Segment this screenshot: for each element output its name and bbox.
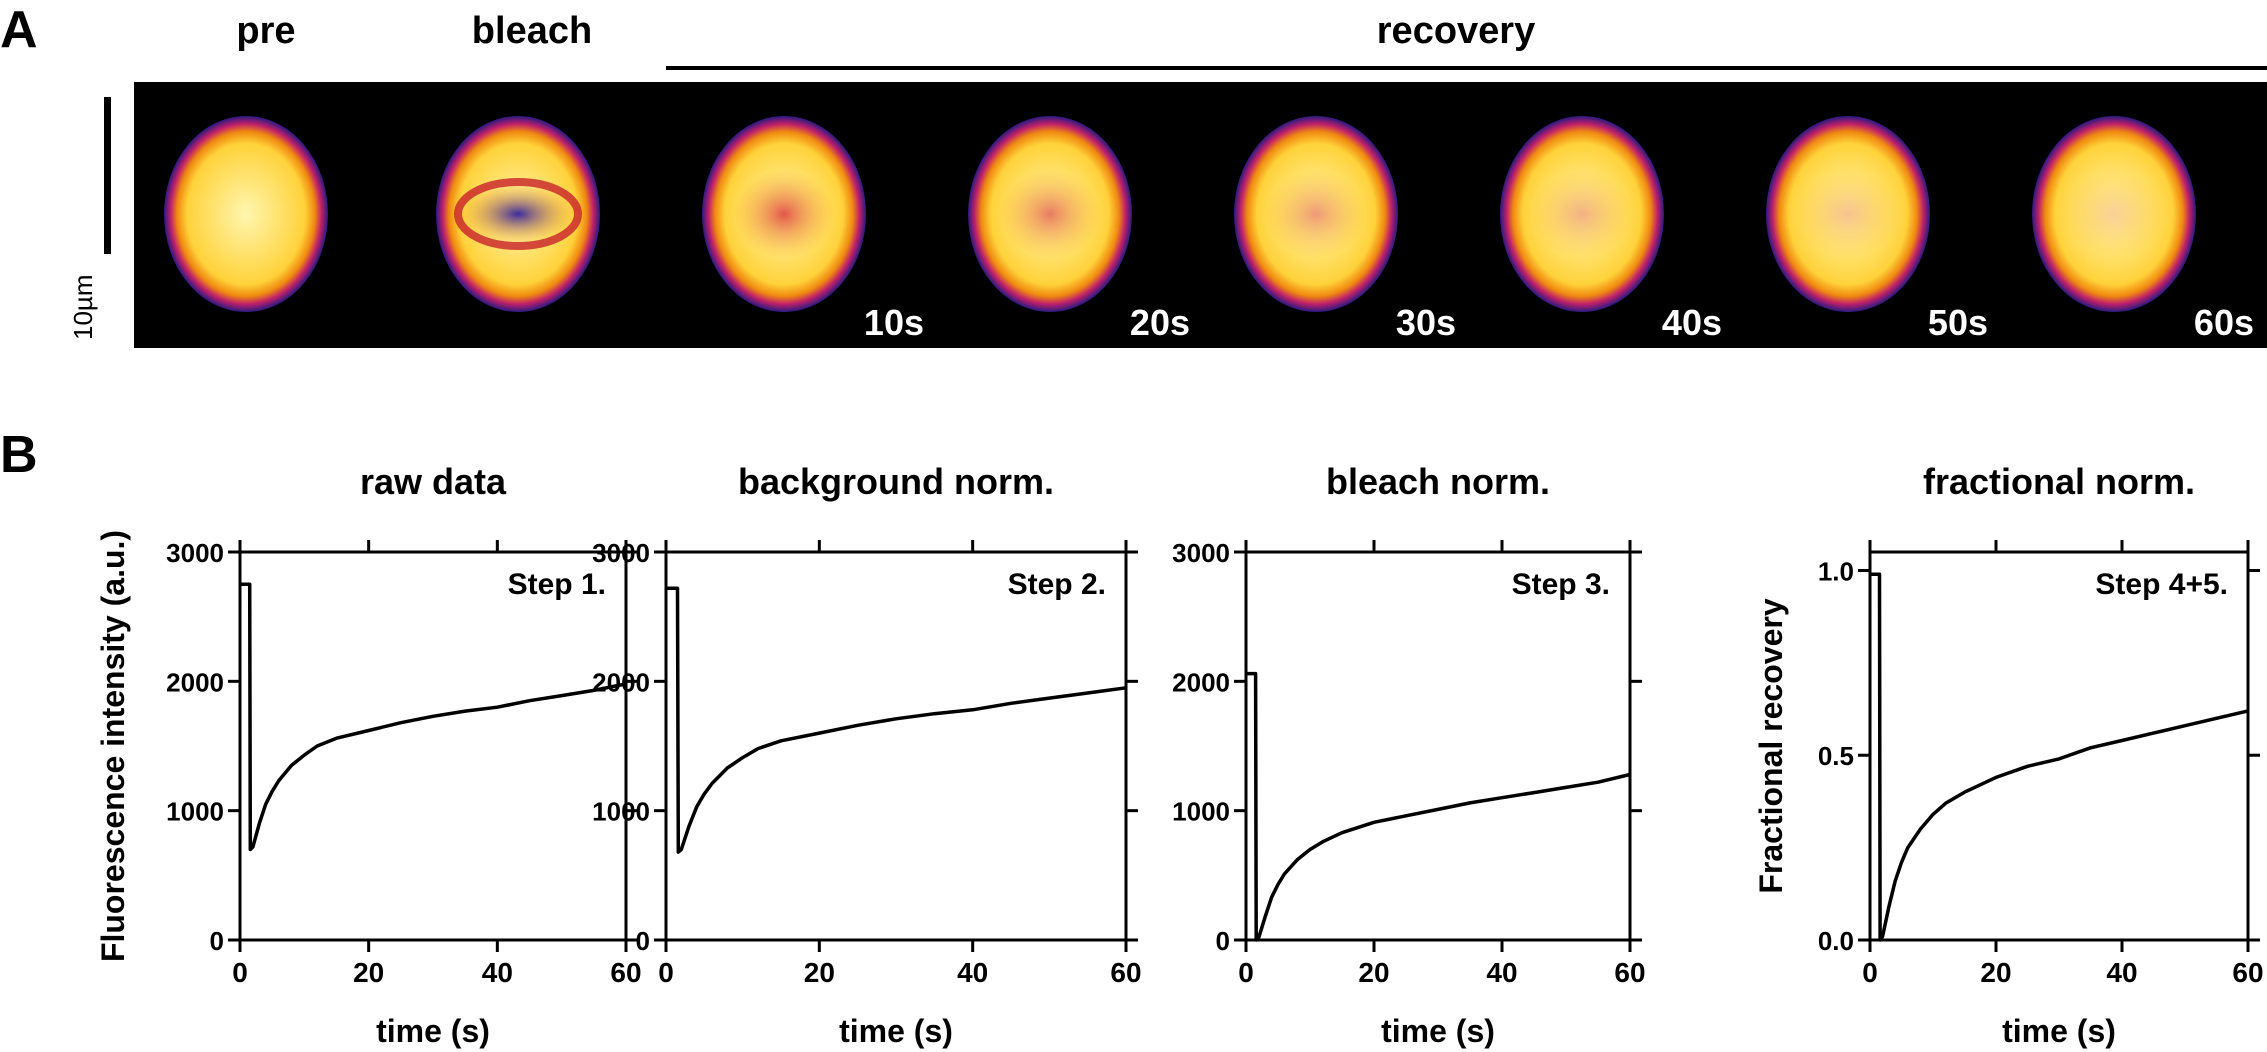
y-tick-label-2-1: 1000 (1172, 797, 1230, 827)
y-axis-label-0: Fluorescence intensity (a.u.) (95, 530, 131, 962)
x-tick-label-2-3: 60 (1614, 957, 1645, 988)
cell-body (164, 116, 328, 312)
y-tick-label-0-0: 0 (210, 926, 224, 956)
step-label-1: Step 2. (1008, 568, 1106, 601)
plot-frame-0 (238, 550, 628, 942)
x-tick-label-2-1: 20 (1358, 957, 1389, 988)
cell-frame-pre (134, 82, 400, 348)
y-tick-label-0-3: 3000 (166, 538, 224, 568)
x-tick-label-3-0: 0 (1862, 957, 1878, 988)
x-tick-label-0-1: 20 (353, 957, 384, 988)
bleach-spot (460, 184, 576, 244)
x-tick-label-3-1: 20 (1980, 957, 2011, 988)
scale-bar (104, 97, 111, 254)
x-axis-label-1: time (s) (839, 1013, 953, 1049)
y-tick-label-0-1: 1000 (166, 797, 224, 827)
x-tick-label-1-0: 0 (658, 957, 674, 988)
bleach-spot (734, 170, 834, 258)
bleach-spot (1798, 170, 1898, 258)
cell-frame-40s: 40s (1464, 82, 1730, 348)
time-label-10s: 10s (863, 302, 924, 343)
series-line-0-0 (240, 582, 627, 852)
plot-frame-2 (1244, 550, 1632, 942)
chart-title-1: background norm. (738, 461, 1054, 502)
x-axis-label-0: time (s) (376, 1013, 490, 1049)
y-tick-label-1-1: 1000 (592, 797, 650, 827)
cell-frame-20s: 20s (932, 82, 1198, 348)
panel-a-letter: A (0, 1, 38, 59)
series-line-3-0 (1870, 572, 2249, 942)
x-axis-label-3: time (s) (2002, 1013, 2116, 1049)
plot-frame-1 (664, 550, 1128, 942)
cell-frame-60s: 60s (1996, 82, 2262, 348)
x-tick-label-3-2: 40 (2106, 957, 2137, 988)
cell-frame-30s: 30s (1198, 82, 1464, 348)
bleach-spot (1000, 170, 1100, 258)
y-tick-label-2-2: 2000 (1172, 667, 1230, 697)
y-tick-label-0-2: 2000 (166, 667, 224, 697)
scale-bar-label: 10µm (68, 274, 98, 340)
step-label-0: Step 1. (508, 568, 606, 601)
time-label-30s: 30s (1395, 302, 1456, 343)
cell-frame-10s: 10s (666, 82, 932, 348)
step-label-3: Step 4+5. (2095, 568, 2228, 601)
chart-title-3: fractional norm. (1923, 461, 2195, 502)
x-tick-label-1-3: 60 (1110, 957, 1141, 988)
x-tick-label-0-2: 40 (482, 957, 513, 988)
x-tick-label-1-1: 20 (804, 957, 835, 988)
series-line-1-0 (666, 586, 1127, 854)
time-label-20s: 20s (1129, 302, 1190, 343)
x-tick-label-2-2: 40 (1486, 957, 1517, 988)
x-tick-label-2-0: 0 (1238, 957, 1254, 988)
time-label-40s: 40s (1661, 302, 1722, 343)
x-tick-label-1-2: 40 (957, 957, 988, 988)
y-tick-label-2-0: 0 (1216, 926, 1230, 956)
recovery-bracket-line (666, 66, 2267, 70)
bleach-spot (1532, 170, 1632, 258)
y-tick-label-1-0: 0 (636, 926, 650, 956)
y-tick-label-2-3: 3000 (1172, 538, 1230, 568)
x-axis-label-2: time (s) (1381, 1013, 1495, 1049)
pre-label: pre (236, 10, 296, 52)
y-axis-label-3: Fractional recovery (1753, 598, 1789, 893)
chart-title-2: bleach norm. (1326, 461, 1550, 502)
y-tick-label-3-1: 0.5 (1818, 741, 1854, 771)
recovery-label: recovery (1376, 10, 1536, 52)
plot-frame-3 (1868, 550, 2250, 942)
x-tick-label-0-3: 60 (610, 957, 641, 988)
y-tick-label-3-0: 0.0 (1818, 926, 1854, 956)
series-line-2-0 (1246, 671, 1631, 942)
chart-title-0: raw data (360, 461, 507, 502)
cell-frame-bleach (400, 82, 666, 348)
time-label-60s: 60s (2193, 302, 2254, 343)
step-label-2: Step 3. (1512, 568, 1610, 601)
cell-frame-50s: 50s (1730, 82, 1996, 348)
microscopy-image-strip: 10s 20s 30s 40s 50s 60s (134, 82, 2267, 348)
bleach-spot (1266, 170, 1366, 258)
y-tick-label-1-2: 2000 (592, 667, 650, 697)
x-tick-label-3-3: 60 (2232, 957, 2263, 988)
time-label-50s: 50s (1927, 302, 1988, 343)
panel-b-letter: B (0, 426, 38, 484)
y-tick-label-1-3: 3000 (592, 538, 650, 568)
y-tick-label-3-2: 1.0 (1818, 556, 1854, 586)
bleach-label: bleach (471, 10, 593, 52)
bleach-spot (2064, 170, 2164, 258)
x-tick-label-0-0: 0 (232, 957, 248, 988)
